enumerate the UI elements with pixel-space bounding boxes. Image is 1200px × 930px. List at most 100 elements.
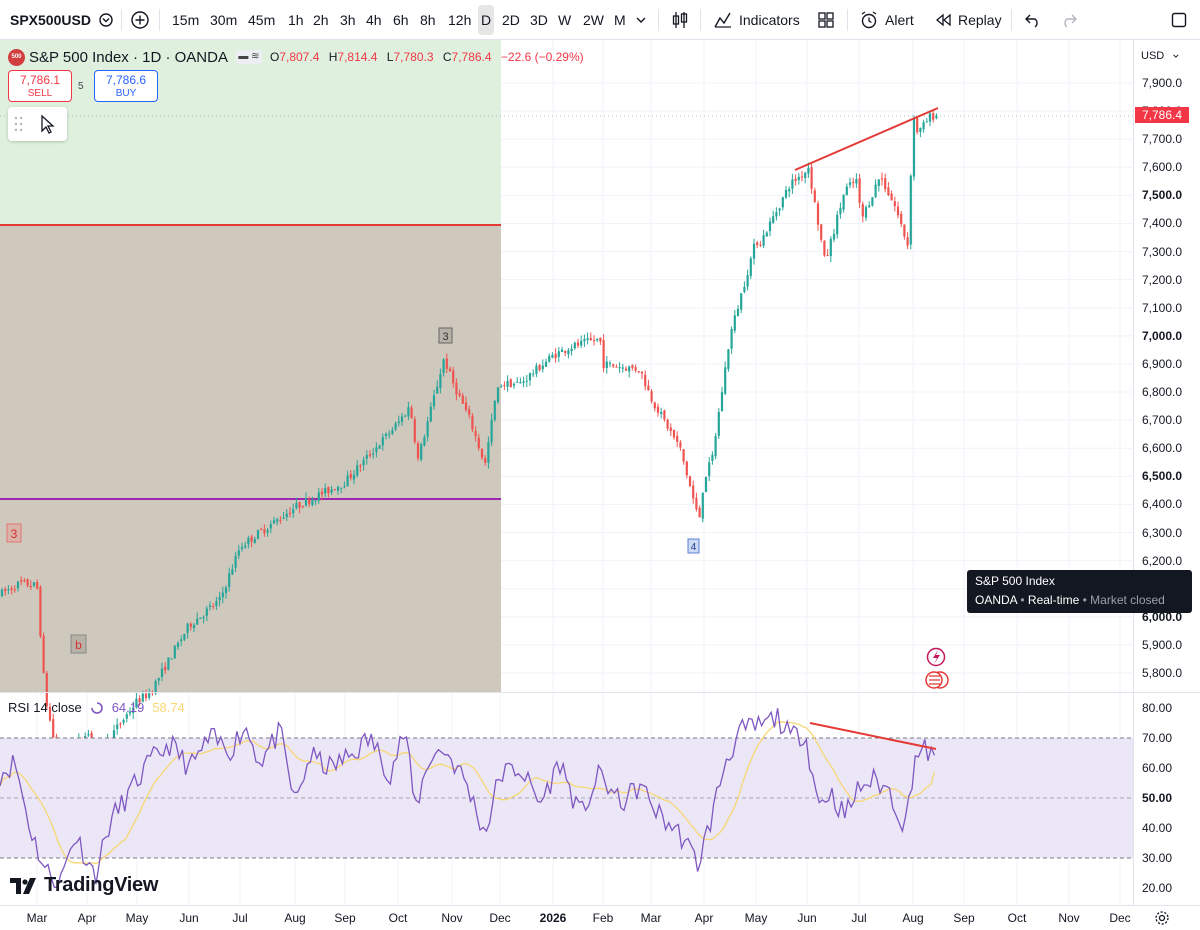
redo-icon[interactable] xyxy=(1060,0,1078,40)
candle xyxy=(311,496,314,507)
add-symbol-icon[interactable] xyxy=(130,0,150,40)
pane-divider[interactable] xyxy=(0,692,1200,693)
timeframe-4h[interactable]: 4h xyxy=(366,12,382,28)
alarm-clock-icon xyxy=(861,11,877,29)
open-value: 7,807.4 xyxy=(279,50,320,64)
time-tick: 2026 xyxy=(539,911,567,925)
candle xyxy=(688,475,692,487)
price-tick: 7,400.0 xyxy=(1142,216,1183,231)
rsi-title[interactable]: RSI 14 close xyxy=(8,700,82,715)
timeframe-15m[interactable]: 15m xyxy=(172,12,200,28)
candle xyxy=(935,113,938,120)
candle xyxy=(788,186,791,198)
candle xyxy=(116,718,119,735)
symbol-search[interactable]: SPX500USD xyxy=(10,0,91,40)
candle xyxy=(836,210,839,239)
candle xyxy=(199,617,202,620)
timeframe-2h[interactable]: 2h xyxy=(313,12,329,28)
candle xyxy=(916,117,919,135)
candle xyxy=(756,240,759,249)
lightning-icon[interactable] xyxy=(926,647,946,667)
candle xyxy=(868,201,871,208)
candle xyxy=(276,517,279,526)
candle xyxy=(717,408,720,440)
candle xyxy=(263,524,266,537)
replay-button[interactable]: Replay xyxy=(934,0,1002,40)
candle xyxy=(416,440,420,462)
timeframe-12h[interactable]: 12h xyxy=(448,12,472,28)
svg-text:4: 4 xyxy=(691,542,697,553)
timeframe-8h[interactable]: 8h xyxy=(420,12,436,28)
price-tick: 6,500.0 xyxy=(1142,469,1183,484)
candle xyxy=(388,430,391,439)
undo-icon[interactable] xyxy=(1024,0,1042,40)
candle xyxy=(279,516,282,524)
candle xyxy=(768,217,772,237)
timeframe-dropdown-icon[interactable] xyxy=(634,0,648,40)
timeframe-M[interactable]: M xyxy=(614,12,626,28)
candle xyxy=(525,374,528,388)
candle xyxy=(829,236,832,263)
alert-button[interactable]: Alert xyxy=(859,0,914,40)
candle xyxy=(650,388,653,404)
tooltip-title: S&P 500 Index xyxy=(975,574,1055,588)
candle xyxy=(906,232,909,250)
candle xyxy=(708,456,711,482)
timeframe-2W[interactable]: 2W xyxy=(583,12,604,28)
price-tick: 7,200.0 xyxy=(1142,272,1183,287)
currency-selector[interactable]: USD xyxy=(1135,45,1180,67)
candle xyxy=(439,368,442,394)
timeframe-2D[interactable]: 2D xyxy=(502,12,520,28)
candle xyxy=(692,480,695,504)
candle xyxy=(855,173,858,188)
ohlc-values: O7,807.4 H7,814.4 L7,780.3 C7,786.4 −22.… xyxy=(269,50,584,64)
time-tick: Aug xyxy=(284,911,306,925)
indicators-button[interactable]: Indicators xyxy=(713,0,800,40)
candle xyxy=(269,520,272,534)
price-tick: 6,200.0 xyxy=(1142,553,1183,568)
candle xyxy=(583,334,586,348)
sell-button[interactable]: 7,786.1 SELL xyxy=(8,70,72,102)
timeframe-3D[interactable]: 3D xyxy=(530,12,548,28)
symbol-tooltip: S&P 500 Index OANDA • Real-time • Market… xyxy=(967,570,1192,613)
candle xyxy=(746,269,749,291)
candle xyxy=(714,433,717,460)
time-tick: Aug xyxy=(902,911,924,925)
timeframe-W[interactable]: W xyxy=(558,12,572,28)
candle xyxy=(666,418,669,432)
candle xyxy=(864,205,868,221)
timeframe-1h[interactable]: 1h xyxy=(288,12,304,28)
economic-event-flag-icon[interactable] xyxy=(925,671,949,689)
candle xyxy=(240,542,244,552)
candle xyxy=(493,400,496,422)
rsi-axis[interactable] xyxy=(1133,693,1200,905)
rsi-tick: 30.00 xyxy=(1142,851,1173,865)
symbol-menu-icon[interactable] xyxy=(97,0,115,40)
timeframe-6h[interactable]: 6h xyxy=(393,12,409,28)
timeframe-30m[interactable]: 30m xyxy=(210,12,238,28)
price-tick: 6,800.0 xyxy=(1142,385,1183,400)
candle xyxy=(618,362,621,373)
chart-type-candles-icon[interactable] xyxy=(670,0,690,40)
legend-toggle-icon[interactable]: ▬ ≋ xyxy=(235,50,262,64)
time-axis[interactable] xyxy=(0,905,1200,930)
candle xyxy=(637,371,640,374)
settings-gear-icon[interactable] xyxy=(1154,910,1170,930)
candle xyxy=(4,586,7,596)
candle xyxy=(29,580,32,591)
buy-button[interactable]: 7,786.6 BUY xyxy=(94,70,158,102)
candle xyxy=(877,179,880,192)
series-title[interactable]: S&P 500 Index · 1D · OANDA xyxy=(29,48,228,66)
candle xyxy=(442,358,445,377)
timeframe-45m[interactable]: 45m xyxy=(248,12,276,28)
candle xyxy=(890,190,893,201)
timeframe-D[interactable]: D xyxy=(478,5,495,35)
templates-icon[interactable] xyxy=(816,0,836,40)
fullscreen-icon[interactable] xyxy=(1170,0,1188,40)
candle xyxy=(346,470,349,487)
candle xyxy=(208,601,212,611)
indicators-label: Indicators xyxy=(739,12,800,28)
candle xyxy=(298,501,301,514)
timeframe-3h[interactable]: 3h xyxy=(340,12,356,28)
